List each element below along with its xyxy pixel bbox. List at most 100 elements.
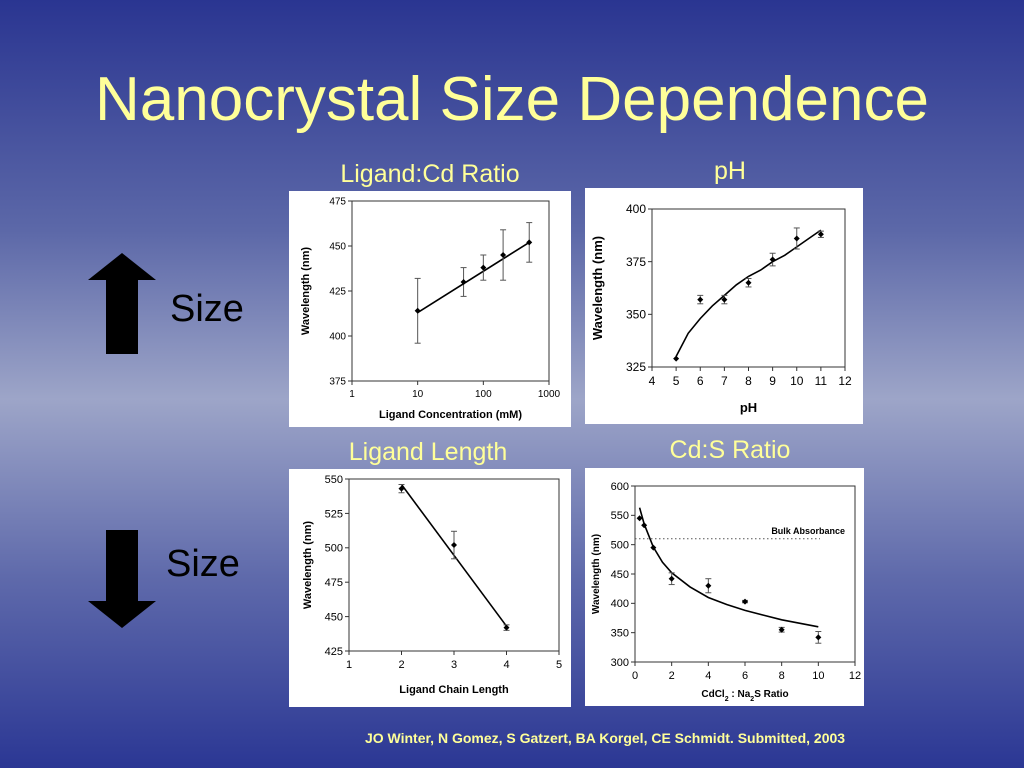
x-tick-label: 4 [649, 374, 656, 388]
x-tick-label: 0 [632, 670, 638, 682]
x-tick-label: 9 [769, 374, 776, 388]
x-axis-label: Ligand Concentration (mM) [379, 409, 522, 421]
data-point [503, 624, 510, 631]
arrow-up-icon [88, 253, 156, 354]
data-point [650, 544, 657, 551]
x-tick-label: 11 [815, 374, 828, 388]
y-tick-label: 475 [329, 197, 346, 208]
chart-ligand-length: 425 450 475 500 525 550 1 2 3 4 5 Wavelength (nm) Li… [302, 474, 562, 696]
bulk-absorbance-label: Bulk Absorbance [771, 526, 845, 536]
chart-panel-ligand-length: 425 450 475 500 525 550 1 2 3 4 5 Wavelength (nm) Li… [289, 469, 571, 707]
data-point [414, 307, 421, 314]
chart-ph: 325 350 375 400 4 5 6 7 8 9 10 11 12 Wavelength (nm) p… [590, 202, 852, 415]
data-point [636, 515, 643, 522]
y-tick-label: 325 [626, 360, 646, 374]
x-tick-label: 5 [556, 659, 562, 671]
data-point [641, 522, 648, 529]
data-point [451, 542, 457, 549]
data-point [793, 235, 800, 242]
y-tick-label: 400 [611, 598, 629, 610]
panel-title-ligand-length: Ligand Length [348, 438, 508, 466]
data-point [460, 279, 467, 285]
data-point [673, 355, 680, 362]
x-tick-label: 7 [721, 374, 728, 388]
x-tick-label: 1 [349, 389, 355, 400]
data-point [778, 626, 785, 633]
x-tick-label: 12 [849, 670, 861, 682]
x-tick-label: 12 [838, 374, 852, 388]
data-point [721, 296, 728, 303]
plot-area [348, 478, 560, 652]
y-axis-label: Wavelength (nm) [591, 534, 602, 614]
y-tick-label: 500 [325, 543, 343, 555]
x-axis-label: pH [740, 400, 757, 415]
y-tick-label: 350 [626, 308, 646, 322]
citation: JO Winter, N Gomez, S Gatzert, BA Korgel… [364, 730, 846, 746]
x-tick-label: 100 [475, 389, 492, 400]
data-point [815, 634, 822, 641]
y-axis-label: Wavelength (nm) [300, 247, 312, 336]
y-tick-label: 550 [325, 474, 343, 486]
x-tick-label: 5 [673, 374, 680, 388]
y-tick-label: 425 [329, 287, 346, 298]
data-point [398, 485, 405, 492]
chart-panel-ligand-cd: 375 400 425 450 475 1 10 100 1000 Wavelength (nm)… [289, 191, 571, 427]
x-axis-label: Ligand Chain Length [399, 684, 509, 696]
y-tick-label: 300 [611, 657, 629, 669]
arrow-down-icon [88, 530, 156, 628]
x-tick-label: 8 [779, 670, 785, 682]
x-tick-label: 3 [451, 659, 457, 671]
y-tick-label: 350 [611, 628, 629, 640]
x-tick-label: 10 [412, 389, 424, 400]
size-decrease-label: Size [166, 543, 240, 585]
y-tick-label: 375 [626, 255, 646, 269]
y-tick-label: 400 [626, 202, 646, 216]
data-point [769, 256, 776, 263]
chart-panel-cd-s: 300 350 400 450 500 550 600 0 2 4 6 8 10 12 Wavelength… [585, 468, 864, 706]
data-point [668, 575, 675, 582]
chart-panel-ph: 325 350 375 400 4 5 6 7 8 9 10 11 12 Wavelength (nm) p… [585, 188, 863, 424]
y-tick-label: 600 [611, 481, 629, 493]
x-tick-label: 4 [503, 659, 509, 671]
x-tick-label: 1000 [538, 389, 561, 400]
y-tick-label: 500 [611, 540, 629, 552]
chart-ligand-cd: 375 400 425 450 475 1 10 100 1000 Wavelength (nm)… [300, 197, 561, 422]
y-tick-label: 400 [329, 332, 346, 343]
x-tick-label: 2 [398, 659, 404, 671]
data-point [500, 252, 507, 258]
plot-area [351, 200, 550, 382]
y-tick-label: 450 [611, 569, 629, 581]
x-tick-label: 8 [745, 374, 752, 388]
slide-title: Nanocrystal Size Dependence [94, 65, 930, 134]
y-axis-label: Wavelength (nm) [590, 236, 605, 340]
x-tick-label: 2 [669, 670, 675, 682]
x-tick-label: 6 [742, 670, 748, 682]
x-tick-label: 1 [346, 659, 352, 671]
data-point [742, 598, 748, 605]
x-tick-label: 10 [812, 670, 824, 682]
data-point [697, 296, 704, 303]
y-tick-label: 375 [329, 377, 346, 388]
size-increase-label: Size [170, 288, 244, 330]
data-point [817, 231, 824, 238]
plot-area [634, 485, 856, 663]
data-point [526, 239, 533, 246]
x-tick-label: 4 [705, 670, 711, 682]
y-tick-label: 425 [325, 646, 343, 658]
data-point [705, 582, 712, 589]
y-tick-label: 475 [325, 577, 343, 589]
y-tick-label: 525 [325, 508, 343, 520]
panel-title-cd-s: Cd:S Ratio [669, 436, 791, 464]
y-tick-label: 550 [611, 510, 629, 522]
x-tick-label: 6 [697, 374, 704, 388]
chart-cd-s: 300 350 400 450 500 550 600 0 2 4 6 8 10 12 Wavelength… [591, 481, 861, 703]
panel-title-ligand-cd: Ligand:Cd Ratio [340, 160, 520, 188]
x-axis-label: CdCl2 : Na2S Ratio [701, 689, 788, 703]
fit-line [417, 241, 530, 314]
y-tick-label: 450 [325, 611, 343, 623]
data-point [480, 264, 487, 271]
x-tick-label: 10 [790, 374, 804, 388]
data-point [745, 279, 752, 286]
y-tick-label: 450 [329, 242, 346, 253]
y-axis-label: Wavelength (nm) [302, 521, 314, 610]
